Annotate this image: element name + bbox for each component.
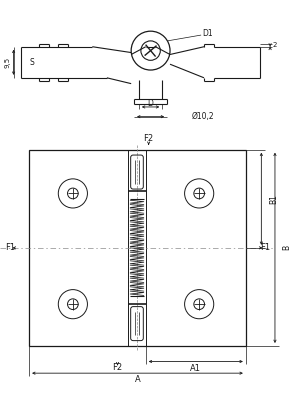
Text: F1: F1	[260, 243, 270, 253]
Text: Ø10,2: Ø10,2	[191, 112, 214, 121]
Text: B: B	[283, 245, 291, 250]
Text: D1: D1	[202, 29, 213, 37]
Text: 9,5: 9,5	[5, 57, 11, 68]
Text: 2: 2	[273, 42, 277, 48]
Text: B1: B1	[269, 194, 278, 204]
Text: F2: F2	[113, 363, 123, 372]
Text: A: A	[135, 376, 140, 384]
Bar	[29, 150, 246, 346]
Text: F2: F2	[143, 134, 154, 143]
Text: D: D	[148, 99, 154, 108]
Text: A1: A1	[190, 364, 201, 373]
Text: F1: F1	[5, 243, 15, 253]
Text: S: S	[30, 58, 34, 67]
